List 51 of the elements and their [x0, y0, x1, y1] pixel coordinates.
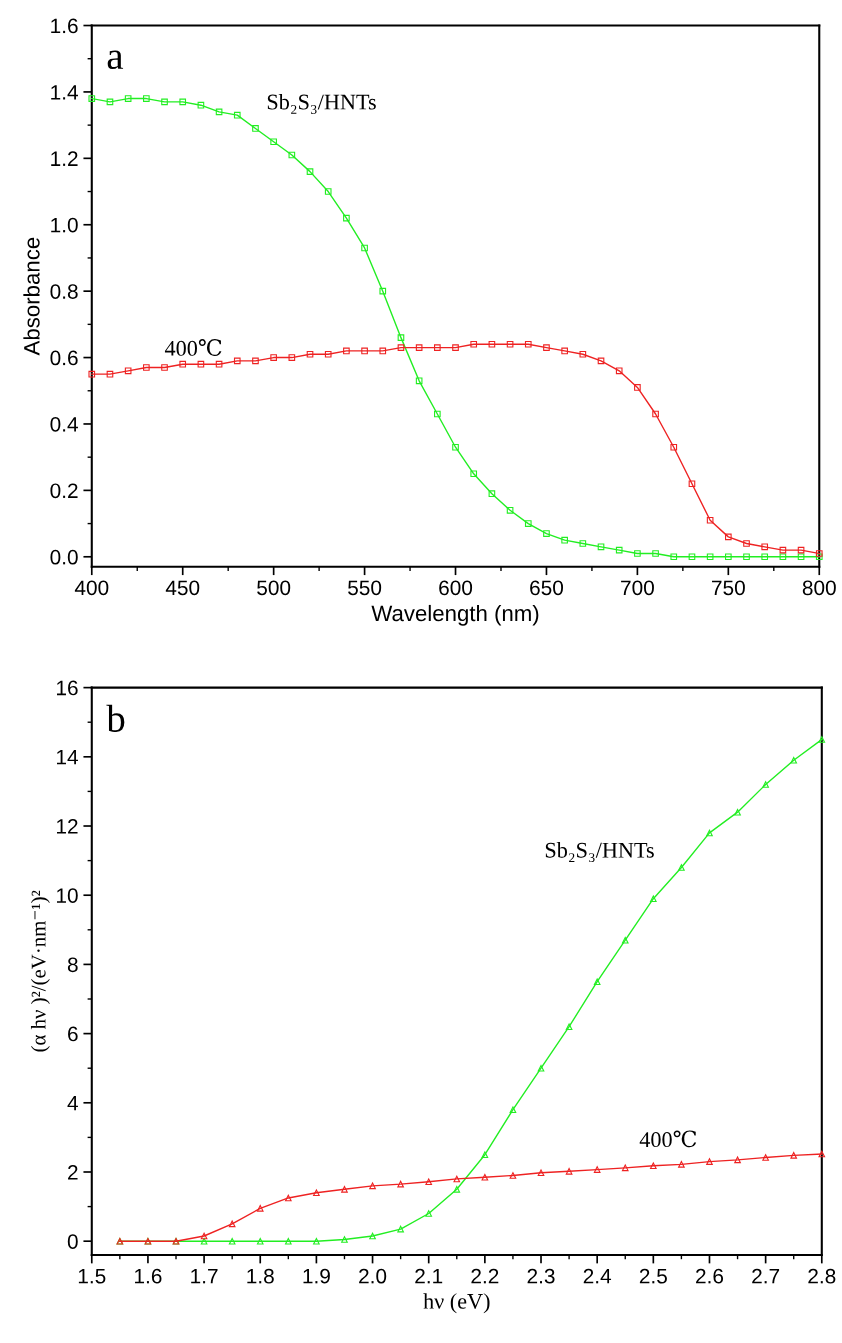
y-tick-label: 10 [57, 888, 78, 903]
x-tick-label: 1.8 [247, 1268, 274, 1284]
x-tick-label: 2.7 [752, 1268, 780, 1284]
x-axis-title: hν (eV) [423, 1293, 490, 1314]
annotation: a [107, 50, 124, 70]
x-tick-label: 650 [530, 580, 564, 596]
x-tick-label: 2.2 [471, 1268, 499, 1284]
y-tick-label: 1.0 [51, 217, 78, 233]
x-axis-title: Wavelength (nm) [371, 604, 539, 626]
y-tick-label: 0 [67, 1234, 78, 1249]
y-tick-label: 8 [67, 957, 78, 973]
x-tick-label: 2.8 [808, 1268, 836, 1284]
x-tick-label: 750 [712, 580, 745, 596]
series-label: Sb₂S₃/HNTs [267, 93, 376, 114]
y-tick-label: 1.4 [51, 85, 78, 100]
x-tick-label: 800 [802, 580, 836, 596]
x-tick-label: 600 [439, 580, 473, 596]
y-tick-label: 2 [68, 1165, 78, 1180]
y-tick-label: 1.6 [51, 18, 78, 34]
y-axis-title: Absorbance [23, 237, 40, 356]
y-axis-title: (α hν )²/(eV·nm⁻¹)² [30, 890, 50, 1052]
y-tick-label: 4 [67, 1096, 78, 1111]
y-tick-label: 0.6 [50, 350, 78, 366]
x-tick-label: 2.5 [639, 1268, 667, 1284]
series-label: Sb₂S₃/HNTs [545, 842, 654, 863]
x-tick-label: 1.5 [78, 1268, 106, 1284]
y-tick-label: 12 [57, 819, 78, 834]
x-tick-label: 2.0 [359, 1268, 387, 1284]
x-tick-label: 2.6 [696, 1268, 724, 1284]
y-tick-label: 0.2 [50, 483, 78, 499]
series-label: 400℃ [639, 1130, 697, 1148]
annotation: b [106, 704, 125, 733]
x-tick-label: 550 [348, 580, 382, 596]
series-label: 400℃ [164, 339, 222, 356]
x-tick-label: 2.4 [583, 1268, 612, 1284]
x-tick-label: 500 [257, 580, 291, 596]
y-tick-label: 6 [68, 1026, 78, 1042]
x-tick-label: 1.6 [135, 1268, 162, 1284]
x-tick-label: 400 [74, 580, 109, 596]
x-tick-label: 1.9 [303, 1268, 330, 1284]
y-tick-label: 0.8 [50, 284, 78, 299]
x-tick-label: 2.3 [527, 1268, 555, 1284]
y-tick-label: 0.0 [50, 549, 78, 565]
x-tick-label: 2.1 [415, 1268, 443, 1284]
x-tick-label: 1.7 [191, 1268, 218, 1284]
y-tick-label: 1.2 [51, 151, 78, 166]
x-tick-label: 450 [165, 580, 200, 596]
y-tick-label: 16 [57, 680, 78, 696]
x-tick-label: 700 [621, 580, 654, 596]
y-tick-label: 14 [57, 750, 78, 765]
y-tick-label: 0.4 [50, 416, 78, 432]
